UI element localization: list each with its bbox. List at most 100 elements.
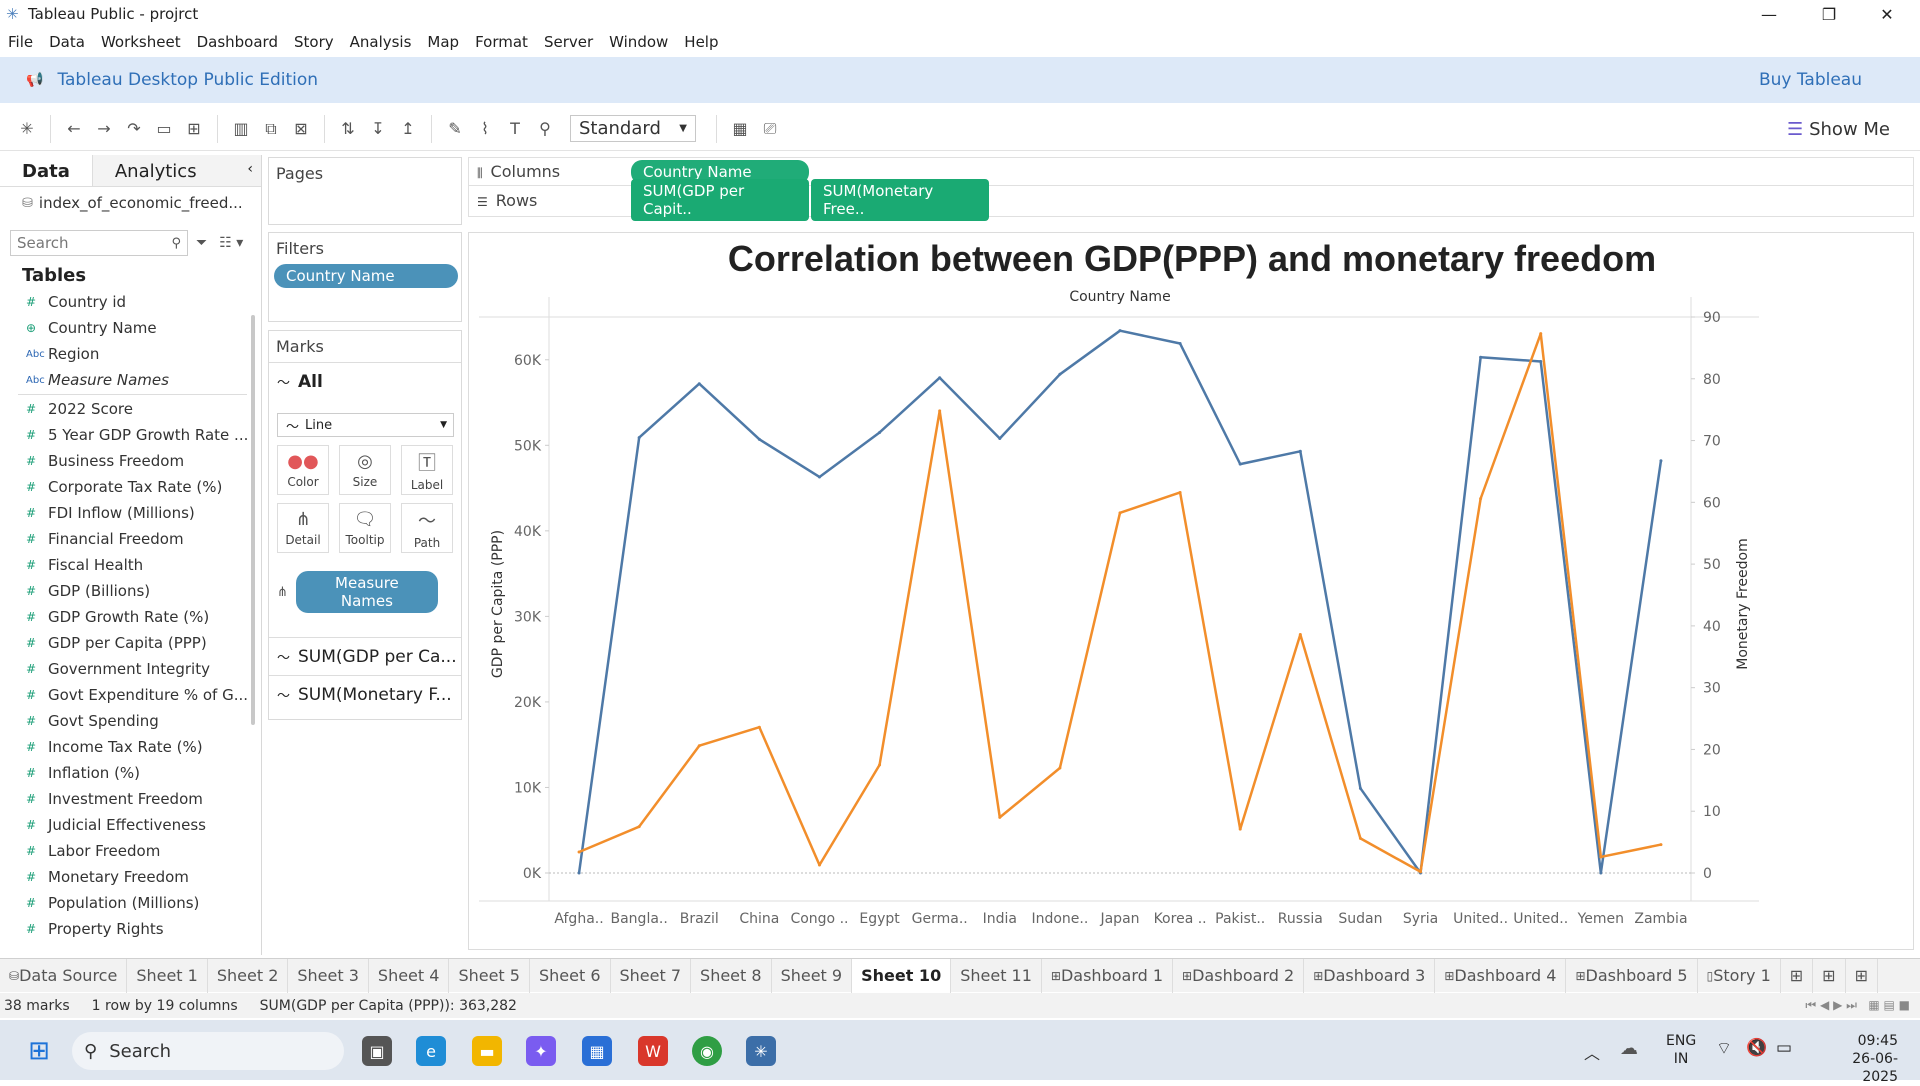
new-datasource-icon[interactable]: ⊞ (187, 119, 201, 138)
store-icon[interactable]: ▦ (582, 1036, 612, 1066)
field-inflation-[interactable]: # Inflation (%) (0, 760, 261, 786)
rows-pill-gdp[interactable]: SUM(GDP per Capit.. (631, 179, 809, 221)
field-govt-spending[interactable]: # Govt Spending (0, 708, 261, 734)
detail-button[interactable]: ⋔ Detail (277, 503, 329, 553)
clear-sheet-icon[interactable]: ⊠ (294, 119, 308, 138)
buy-tableau-link[interactable]: Buy Tableau (1758, 70, 1862, 90)
highlight-icon[interactable]: ✎ (448, 119, 462, 138)
sheet-tab-data-source[interactable]: ⛁ Data Source (0, 958, 128, 993)
filter-pill[interactable]: Country Name (274, 264, 458, 288)
wps-icon[interactable]: W (638, 1036, 668, 1066)
pin-icon[interactable]: ⚲ (539, 119, 551, 138)
tableau-home-icon[interactable]: ✳ (20, 119, 34, 138)
swap-icon[interactable]: ⇅ (341, 119, 355, 138)
field-financial-freedom[interactable]: # Financial Freedom (0, 526, 261, 552)
menu-analysis[interactable]: Analysis (349, 33, 412, 51)
size-button[interactable]: ◎ Size (339, 445, 391, 495)
labels-icon[interactable]: T (510, 119, 520, 138)
windows-start-icon[interactable]: ⊞ (28, 1036, 50, 1066)
sheet-tab-sheet-1[interactable]: Sheet 1 (127, 958, 208, 993)
restore-button[interactable]: ❐ (1821, 4, 1837, 24)
sheet-tab-dashboard-2[interactable]: ⊞ Dashboard 2 (1173, 958, 1305, 993)
view-options-icon[interactable]: ☷ ▾ (219, 235, 244, 251)
datasource-item[interactable]: ⛁ index_of_economic_freed... (0, 187, 261, 219)
task-view-icon[interactable]: ▣ (362, 1036, 392, 1066)
marks-gdp[interactable]: 〜 SUM(GDP per Ca... (269, 637, 461, 675)
group-icon[interactable]: ⌇ (481, 119, 489, 138)
field-investment-freedom[interactable]: # Investment Freedom (0, 786, 261, 812)
sort-descending-icon[interactable]: ↥ (401, 119, 415, 138)
view-controls-icon[interactable]: ⏮ ◀ ▶ ⏭ ▦ ▤ ■ (1805, 998, 1910, 1012)
filter-icon[interactable]: ⏷ (196, 235, 208, 251)
menu-help[interactable]: Help (684, 33, 719, 51)
field-government-integrity[interactable]: # Government Integrity (0, 656, 261, 682)
tab-analytics[interactable]: Analytics ‹ (92, 155, 261, 186)
sheet-tab-sheet-8[interactable]: Sheet 8 (691, 958, 772, 993)
field-measure-names[interactable]: Abc Measure Names (0, 367, 261, 393)
sheet-tab-dashboard-3[interactable]: ⊞ Dashboard 3 (1304, 958, 1436, 993)
field-gdp-growth-rate-[interactable]: # GDP Growth Rate (%) (0, 604, 261, 630)
menu-format[interactable]: Format (475, 33, 528, 51)
close-button[interactable]: ✕ (1880, 4, 1894, 24)
field-country-name[interactable]: ⊕ Country Name (0, 315, 261, 341)
sheet-tab-sheet-2[interactable]: Sheet 2 (208, 958, 289, 993)
field-gdp-per-capita-ppp-[interactable]: # GDP per Capita (PPP) (0, 630, 261, 656)
duplicate-sheet-icon[interactable]: ⧉ (265, 118, 277, 138)
line-chart[interactable]: Correlation between GDP(PPP) and monetar… (469, 233, 1915, 951)
chevron-up-icon[interactable]: ︿ (1584, 1044, 1601, 1063)
label-button[interactable]: 🅃 Label (401, 445, 453, 495)
presentation-icon[interactable]: ⎚ (763, 118, 777, 138)
fit-dropdown[interactable]: Standard ▼ (570, 115, 696, 142)
field-5-year-gdp-growth-rate-[interactable]: #5 Year GDP Growth Rate ... (0, 422, 261, 448)
show-me-button[interactable]: ☰ Show Me (1787, 119, 1890, 140)
field-country-id[interactable]: # Country id (0, 289, 261, 315)
undo-icon[interactable]: ← (67, 119, 81, 138)
collapse-icon[interactable]: ‹ (247, 161, 253, 177)
menu-window[interactable]: Window (609, 33, 669, 51)
rows-pill-monetary[interactable]: SUM(Monetary Free.. (811, 179, 989, 221)
sheet-tab-sheet-7[interactable]: Sheet 7 (611, 958, 692, 993)
color-button[interactable]: ●● Color (277, 445, 329, 495)
mark-type-dropdown[interactable]: 〜 Line ▼ (277, 413, 454, 437)
field-population-millions-[interactable]: # Population (Millions) (0, 890, 261, 916)
menu-file[interactable]: File (8, 33, 34, 51)
sheet-tab-sheet-10[interactable]: Sheet 10 (852, 958, 952, 993)
rows-shelf[interactable]: ☰ Rows SUM(GDP per Capit.. SUM(Monetary F… (469, 179, 1913, 221)
redo-icon[interactable]: → (97, 119, 111, 138)
menu-dashboard[interactable]: Dashboard (196, 33, 278, 51)
new-worksheet-icon[interactable]: ▥ (233, 119, 249, 138)
sheet-tab-sheet-4[interactable]: Sheet 4 (369, 958, 450, 993)
mute-icon[interactable]: 🔇 (1746, 1038, 1768, 1058)
cloud-icon[interactable]: ☁ (1620, 1038, 1638, 1059)
menu-worksheet[interactable]: Worksheet (100, 33, 181, 51)
battery-icon[interactable]: ▭ (1776, 1038, 1793, 1058)
search-input[interactable]: Search ⚲ (10, 230, 188, 256)
new-dashboard-tab-icon[interactable]: ⊞ (1813, 958, 1846, 993)
scrollbar[interactable] (251, 315, 255, 725)
field-corporate-tax-rate-[interactable]: # Corporate Tax Rate (%) (0, 474, 261, 500)
field-fdi-inflow-millions-[interactable]: # FDI Inflow (Millions) (0, 500, 261, 526)
menu-server[interactable]: Server (543, 33, 594, 51)
taskbar-search[interactable]: ⚲ Search (72, 1032, 344, 1070)
wifi-icon[interactable]: ⌔ (1716, 1039, 1732, 1059)
sheet-tab-sheet-3[interactable]: Sheet 3 (288, 958, 369, 993)
edge-icon[interactable]: e (416, 1036, 446, 1066)
sheet-tab-story-1[interactable]: ▯ Story 1 (1698, 958, 1781, 993)
menu-data[interactable]: Data (49, 33, 85, 51)
sheet-tab-sheet-11[interactable]: Sheet 11 (951, 958, 1042, 993)
copilot-icon[interactable]: ✦ (526, 1036, 556, 1066)
chrome-icon[interactable]: ◉ (692, 1036, 722, 1066)
field-monetary-freedom[interactable]: # Monetary Freedom (0, 864, 261, 890)
field-business-freedom[interactable]: # Business Freedom (0, 448, 261, 474)
field-fiscal-health[interactable]: # Fiscal Health (0, 552, 261, 578)
tableau-taskbar-icon[interactable]: ✳ (746, 1036, 776, 1066)
field-2022-score[interactable]: #2022 Score (0, 396, 261, 422)
pages-card[interactable]: Pages (268, 157, 462, 225)
field-gdp-billions-[interactable]: # GDP (Billions) (0, 578, 261, 604)
sheet-tab-sheet-5[interactable]: Sheet 5 (449, 958, 530, 993)
path-button[interactable]: 〜 Path (401, 503, 453, 553)
sheet-tab-dashboard-5[interactable]: ⊞ Dashboard 5 (1566, 958, 1698, 993)
language-indicator[interactable]: ENG IN (1666, 1032, 1696, 1068)
field-region[interactable]: Abc Region (0, 341, 261, 367)
field-govt-expenditure-of-g-[interactable]: # Govt Expenditure % of G... (0, 682, 261, 708)
